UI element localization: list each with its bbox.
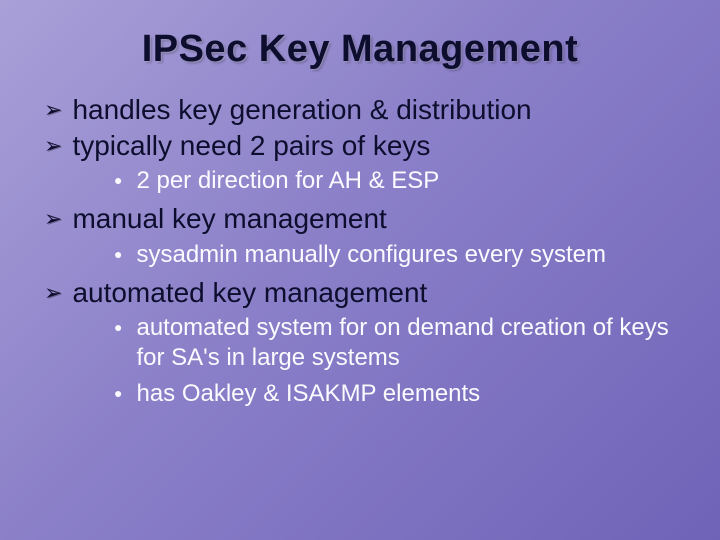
slide: IPSec Key Management ➢ handles key gener… — [0, 0, 720, 540]
bullet-text: 2 per direction for AH & ESP — [136, 166, 680, 196]
bullet-level2: ● has Oakley & ISAKMP elements — [114, 379, 680, 409]
dot-icon: ● — [114, 166, 122, 194]
bullet-level1: ➢ manual key management — [44, 202, 680, 236]
bullet-level2: ● automated system for on demand creatio… — [114, 313, 680, 373]
slide-content: ➢ handles key generation & distribution … — [40, 93, 680, 409]
bullet-text: automated system for on demand creation … — [136, 313, 680, 373]
arrow-icon: ➢ — [44, 202, 62, 235]
bullet-level1: ➢ typically need 2 pairs of keys — [44, 129, 680, 163]
bullet-text: manual key management — [72, 202, 680, 236]
dot-icon: ● — [114, 379, 122, 407]
bullet-text: sysadmin manually configures every syste… — [136, 240, 680, 270]
bullet-level1: ➢ handles key generation & distribution — [44, 93, 680, 127]
dot-icon: ● — [114, 240, 122, 268]
bullet-text: typically need 2 pairs of keys — [72, 129, 680, 163]
bullet-level1: ➢ automated key management — [44, 276, 680, 310]
bullet-level2: ● 2 per direction for AH & ESP — [114, 166, 680, 196]
bullet-text: handles key generation & distribution — [72, 93, 680, 127]
arrow-icon: ➢ — [44, 276, 62, 309]
arrow-icon: ➢ — [44, 93, 62, 126]
slide-title: IPSec Key Management — [40, 28, 680, 71]
dot-icon: ● — [114, 313, 122, 341]
arrow-icon: ➢ — [44, 129, 62, 162]
bullet-text: has Oakley & ISAKMP elements — [136, 379, 680, 409]
bullet-level2: ● sysadmin manually configures every sys… — [114, 240, 680, 270]
bullet-text: automated key management — [72, 276, 680, 310]
